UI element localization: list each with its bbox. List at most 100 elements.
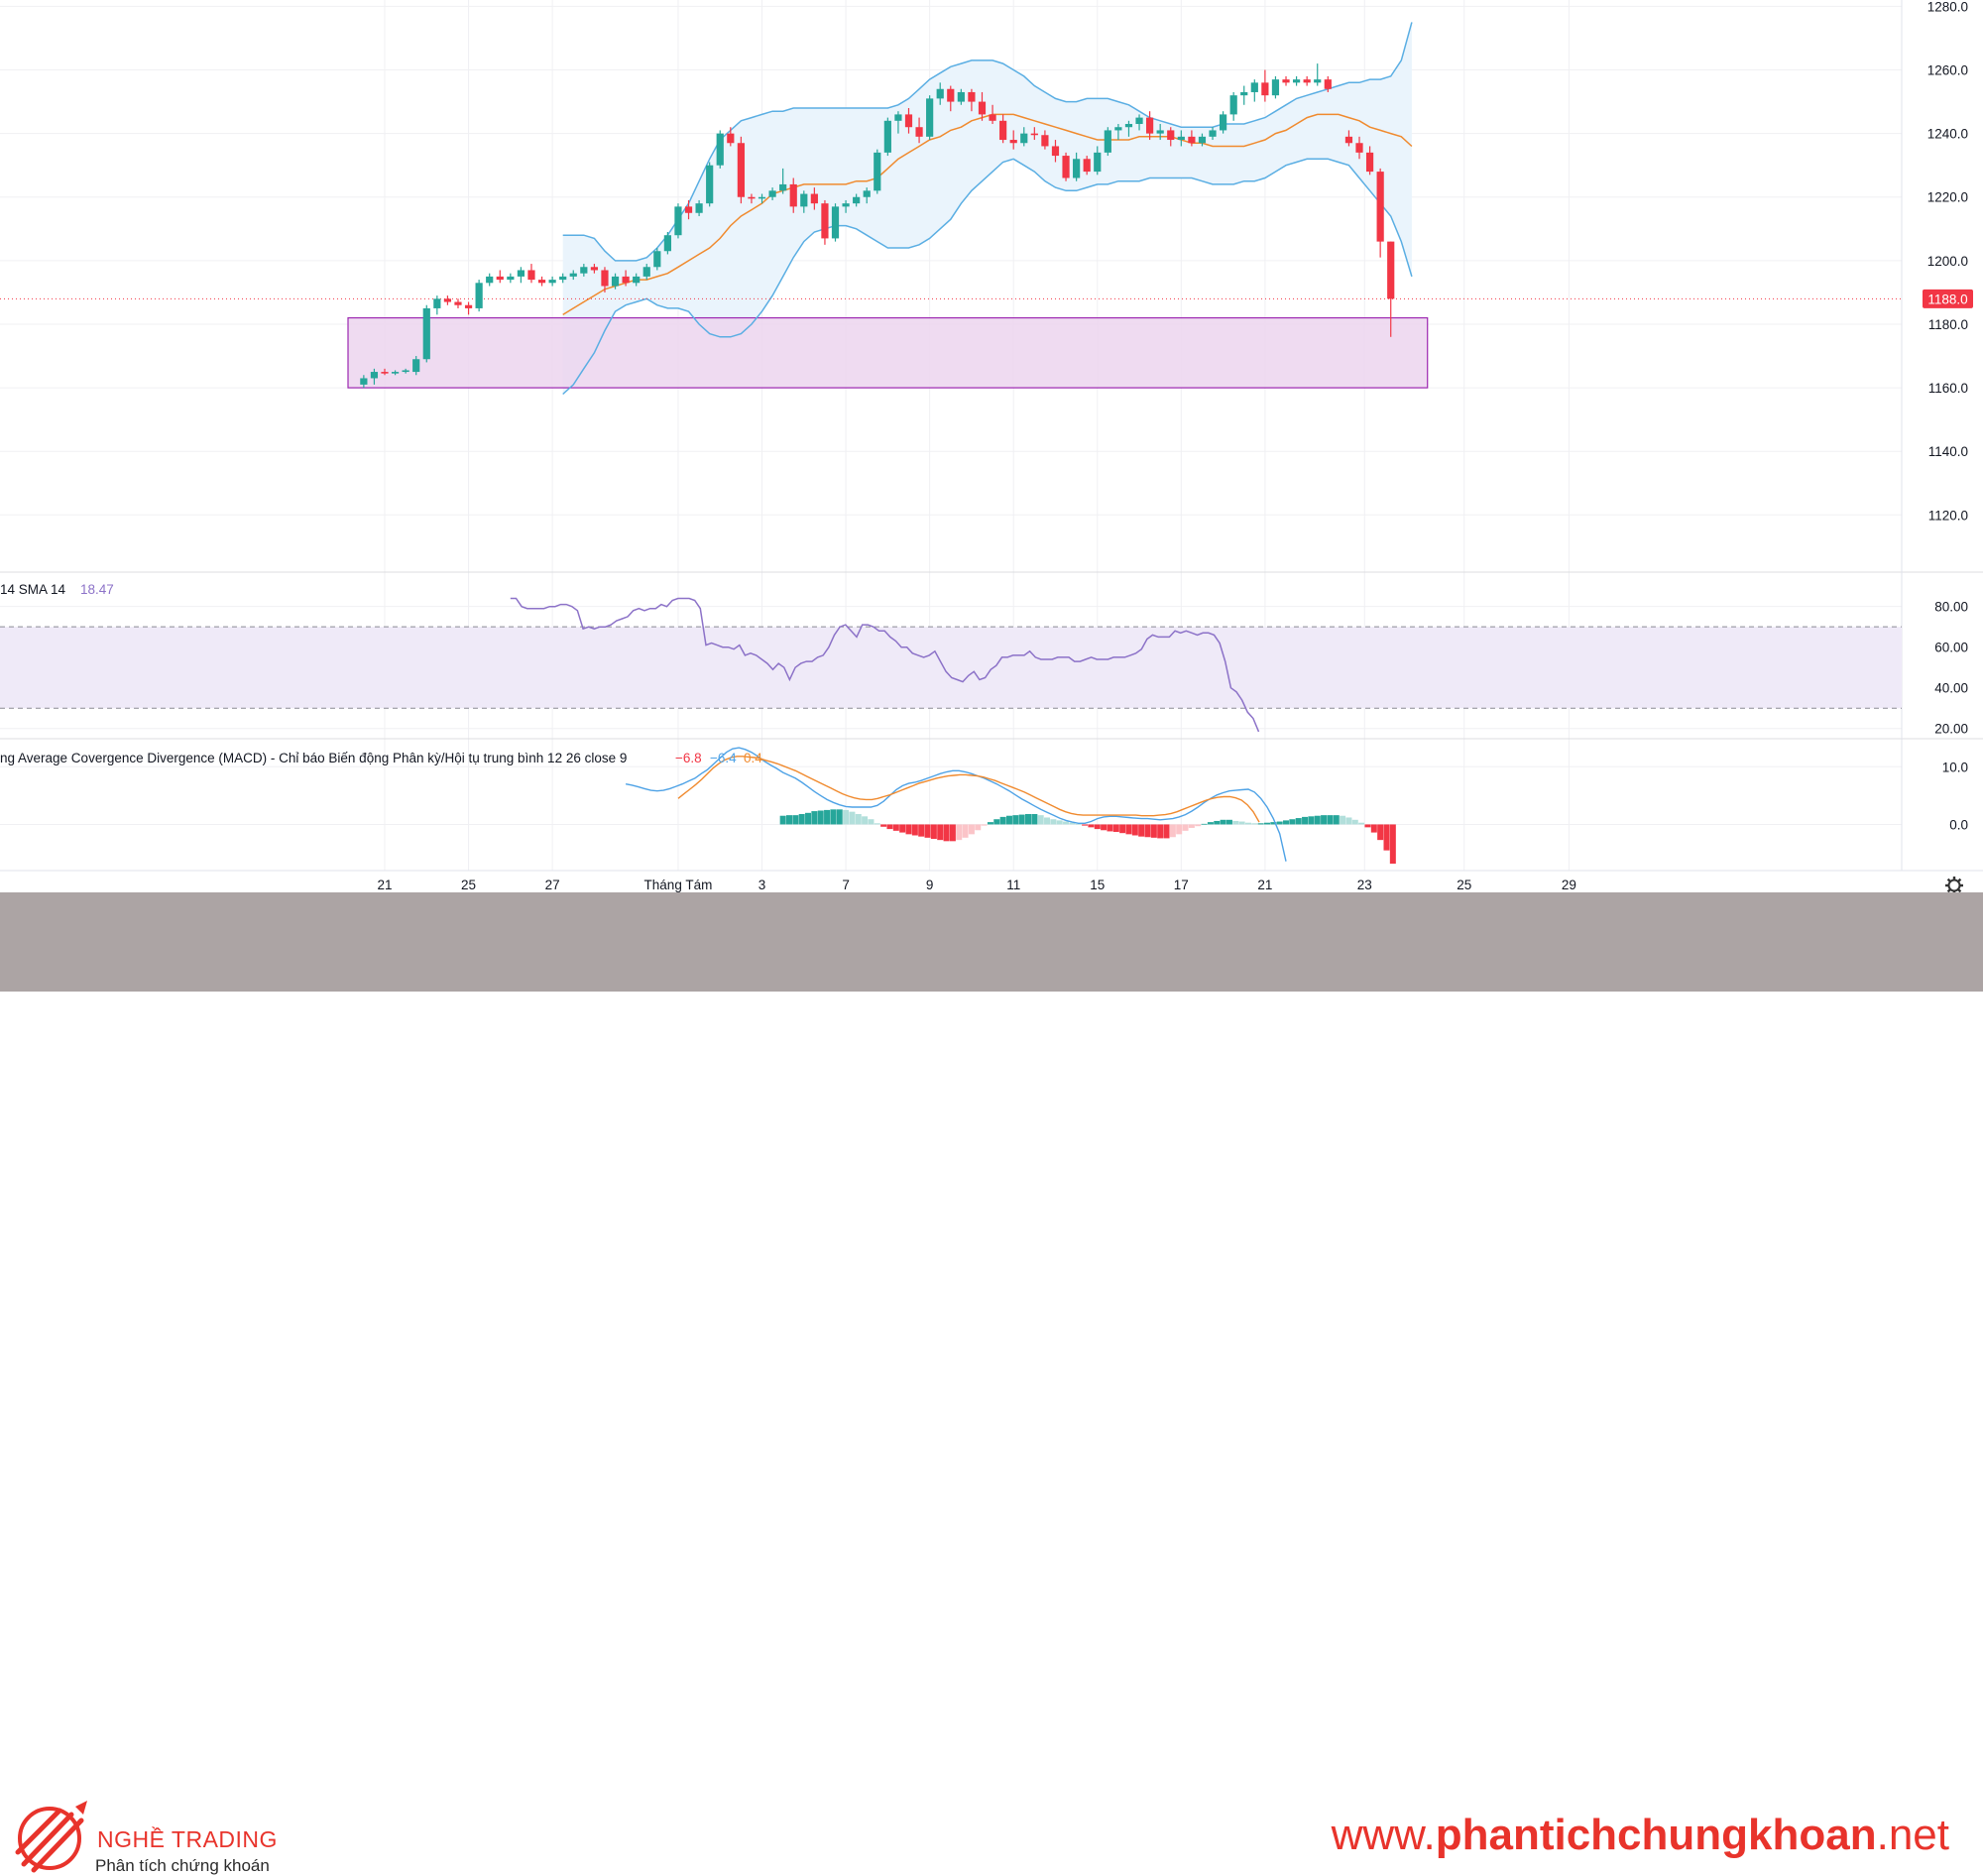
candle [1282, 75, 1290, 86]
macd-histogram-bar [1069, 822, 1076, 825]
candle [1220, 111, 1227, 134]
candle [422, 304, 430, 363]
candle-body [443, 298, 452, 302]
bollinger-fill [562, 22, 1412, 395]
candle-body [1094, 152, 1102, 173]
macd-tick-label: 0.0 [1949, 817, 1968, 832]
candle-body [706, 165, 714, 204]
candle-body [779, 183, 787, 191]
candle [1229, 91, 1237, 121]
macd-histogram-bar [1389, 824, 1396, 865]
candle [464, 301, 473, 315]
rsi-tick-label: 80.00 [1934, 600, 1968, 615]
candle [853, 193, 861, 207]
candle-body [590, 267, 598, 271]
macd-histogram-bar [918, 824, 925, 837]
macd-histogram-bar [1201, 823, 1208, 825]
candle [821, 199, 829, 245]
candle-body [1365, 152, 1374, 173]
candle [999, 114, 1007, 144]
candle-body [391, 372, 400, 374]
candle-body [957, 91, 965, 102]
candle [1083, 156, 1091, 176]
candle [1376, 168, 1384, 258]
candle [507, 273, 515, 284]
candle-body [1104, 130, 1111, 153]
candle-body [684, 206, 693, 213]
macd-histogram-bar [1302, 816, 1309, 825]
macd-histogram-bar [1364, 824, 1371, 828]
site-prefix: www. [1331, 1811, 1436, 1859]
candle [1261, 69, 1269, 102]
chart-area[interactable]: 14 SMA 14 18.47 ng Average Covergence Div… [0, 0, 1983, 894]
macd-value: −6.4 [710, 751, 737, 765]
candle [1209, 127, 1217, 141]
candle-body [1073, 159, 1081, 178]
candle-body [642, 267, 650, 277]
candle-body [768, 190, 776, 197]
candle-body [1156, 130, 1164, 134]
macd-histogram-bar [1244, 822, 1251, 825]
candle [1041, 130, 1049, 150]
candle [443, 295, 452, 305]
macd-histogram-bar [1005, 815, 1012, 825]
macd-histogram-bar [962, 824, 969, 838]
candle-body [936, 88, 944, 99]
last-price-tag [1923, 289, 1973, 308]
candle-body [381, 372, 389, 374]
macd-histogram-bar [1270, 822, 1277, 825]
candle [1146, 111, 1154, 141]
macd-histogram-bar [981, 824, 988, 826]
candle-body [874, 152, 881, 191]
candle-body [663, 235, 671, 252]
candle [559, 273, 567, 284]
macd-histogram-bar [1321, 815, 1328, 825]
candle-body [1041, 135, 1049, 147]
macd-histogram-bar [843, 809, 850, 825]
macd-histogram-bar [805, 812, 812, 825]
macd-histogram-bar [899, 824, 906, 833]
candle-body [1324, 79, 1332, 89]
price-tick-label: 1280.0 [1927, 0, 1968, 14]
candle [1009, 130, 1017, 150]
candle-body [1355, 143, 1363, 153]
footer-banner: NGHỀ TRADING Phân tích chứng khoán www.p… [0, 892, 1983, 1875]
macd-value: −6.8 [675, 751, 702, 765]
macd-histogram-bar [1207, 822, 1214, 825]
candle-body [402, 370, 409, 373]
macd-histogram-bar [1138, 824, 1145, 837]
candle [1355, 136, 1363, 160]
candle-body [517, 270, 525, 277]
gear-icon[interactable] [1945, 877, 1963, 894]
candle [663, 232, 671, 255]
macd-histogram-bar [1119, 824, 1126, 834]
candle [1156, 124, 1164, 141]
site-suffix: .net [1876, 1811, 1949, 1859]
macd-histogram-bar [1075, 823, 1082, 825]
candle [527, 264, 535, 284]
candle [1188, 130, 1196, 147]
candle [1271, 75, 1280, 99]
candle [370, 368, 379, 385]
candle-body [727, 133, 735, 144]
candle-body [926, 98, 934, 137]
candle [1094, 146, 1102, 176]
price-tick-label: 1140.0 [1928, 444, 1968, 459]
candle [496, 270, 504, 284]
rsi-tick-label: 60.00 [1934, 641, 1968, 655]
candle [957, 88, 965, 105]
website-link[interactable]: www.phantichchungkhoan.net [1332, 1811, 1949, 1860]
macd-histogram-bar [1308, 816, 1315, 825]
candle [1104, 127, 1111, 157]
candle [863, 187, 871, 204]
macd-histogram-bar [949, 824, 956, 842]
candle [517, 267, 525, 284]
macd-line [625, 747, 1287, 862]
trend-arrows-icon [15, 1801, 87, 1873]
candle-body [464, 304, 473, 308]
candle-body [580, 267, 588, 274]
candle [716, 130, 724, 169]
candle-body [1146, 117, 1154, 134]
macd-histogram-bar [930, 824, 937, 839]
bollinger-upper-line [562, 22, 1413, 262]
